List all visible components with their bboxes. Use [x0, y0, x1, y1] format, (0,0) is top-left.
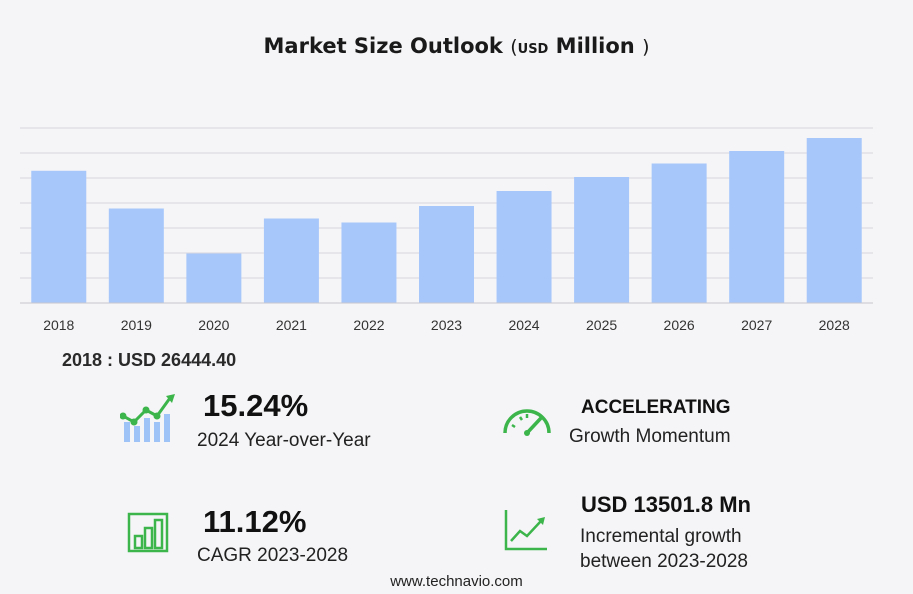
chart-title: Market Size Outlook (USD Million ): [0, 34, 913, 58]
bar-2022: [341, 222, 397, 303]
x-tick-label: 2018: [43, 317, 74, 333]
x-tick-label: 2024: [508, 317, 539, 333]
title-main: Market Size Outlook: [263, 34, 503, 58]
x-tick-label: 2021: [276, 317, 307, 333]
incremental-value: USD 13501.8 Mn: [581, 492, 751, 517]
bar-chart: 2018 2019 2020 2021 2022 2023 2024 2025 2026 2027…: [20, 127, 873, 333]
title-unit-small: USD: [517, 42, 549, 57]
yoy-label: 2024 Year-over-Year: [197, 430, 371, 451]
cagr-label: CAGR 2023-2028: [197, 545, 349, 566]
bar-2028: [806, 138, 862, 303]
x-tick-label: 2026: [664, 317, 695, 333]
incremental-label-line2: between 2023-2028: [580, 551, 748, 572]
bar-2018: [31, 170, 87, 303]
x-tick-label: 2020: [198, 317, 229, 333]
title-unit-big: Million: [555, 34, 635, 58]
cagr-value: 11.12%: [203, 504, 307, 539]
speedometer-icon: [500, 403, 554, 442]
bar-2027: [729, 151, 785, 303]
title-paren-close: ): [642, 36, 650, 58]
title-paren-open: (: [510, 36, 518, 58]
incremental-label-line1: Incremental growth: [580, 526, 742, 547]
bar-2023: [419, 206, 474, 303]
x-tick-label: 2019: [121, 317, 152, 333]
yoy-value: 15.24%: [203, 388, 309, 423]
bar-2025: [574, 177, 630, 303]
x-tick-label: 2027: [741, 317, 772, 333]
bar-graph-icon: [127, 512, 171, 559]
trend-line-icon: [503, 508, 549, 557]
x-tick-label: 2025: [586, 317, 617, 333]
bar-2020: [186, 253, 242, 303]
base-year-value: 2018 : USD 26444.40: [62, 350, 237, 370]
momentum-label: Growth Momentum: [569, 426, 731, 447]
x-tick-label: 2022: [353, 317, 384, 333]
bar-2026: [651, 163, 707, 303]
momentum-value: ACCELERATING: [581, 397, 731, 418]
bar-2024: [496, 191, 552, 303]
growth-chart-icon: [119, 392, 178, 451]
bar-2021: [263, 218, 319, 303]
x-tick-label: 2023: [431, 317, 462, 333]
bar-2019: [108, 208, 164, 303]
footer-site: www.technavio.com: [390, 573, 523, 590]
x-tick-label: 2028: [819, 317, 850, 333]
